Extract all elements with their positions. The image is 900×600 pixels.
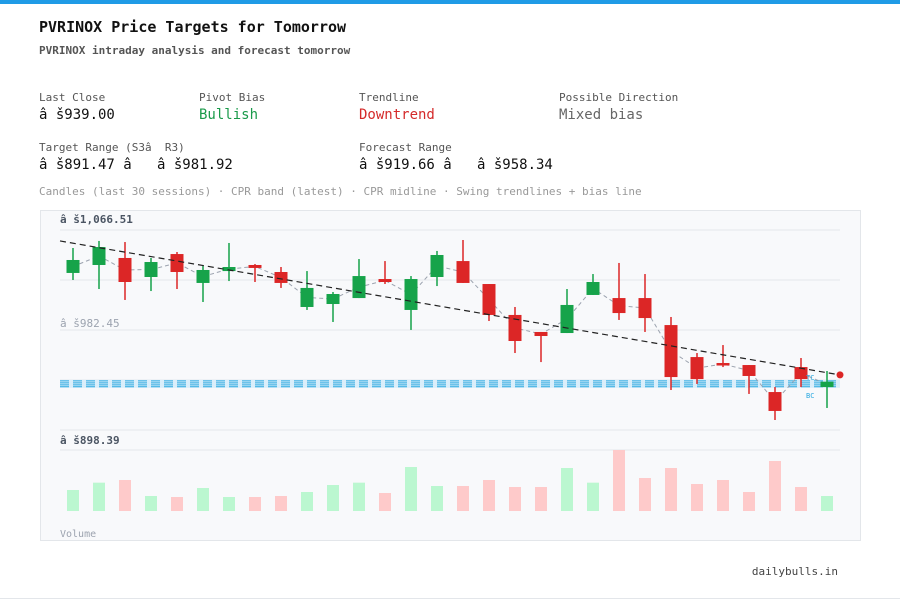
price-label-top: â š1,066.51	[60, 213, 133, 226]
top-accent-bar	[0, 0, 900, 4]
candle-body	[404, 279, 418, 310]
volume-bar	[821, 496, 833, 511]
candle-body	[612, 298, 626, 314]
candle-body	[586, 281, 600, 295]
candle-body	[716, 363, 730, 366]
candle-body	[534, 331, 548, 337]
volume-bar	[353, 482, 365, 511]
candle-body	[378, 279, 392, 282]
volume-bar	[587, 482, 599, 511]
candle-body	[430, 254, 444, 278]
volume-bar	[431, 486, 443, 511]
footer-site: dailybulls.in	[751, 565, 838, 578]
volume-bar	[119, 480, 131, 511]
candle-body	[690, 357, 704, 380]
candle-body	[196, 269, 210, 283]
candle-body	[66, 259, 80, 273]
volume-bar	[93, 482, 105, 511]
candle-body	[742, 365, 756, 376]
candle-body	[170, 254, 184, 273]
stat-target-range: Target Range (S3â R3) â š891.47 â â š981.…	[39, 140, 233, 174]
chart-legend: Candles (last 30 sessions) · CPR band (l…	[39, 185, 642, 198]
volume-bar	[691, 484, 703, 511]
bias-line	[59, 240, 841, 376]
volume-bar	[197, 488, 209, 511]
volume-bar	[457, 486, 469, 511]
stat-value: â š919.66 â â š958.34	[359, 157, 553, 173]
volume-bar	[613, 450, 625, 511]
page-title: PVRINOX Price Targets for Tomorrow	[39, 18, 347, 36]
candle-body	[456, 261, 470, 283]
candle-body	[664, 325, 678, 378]
candle-body	[560, 304, 574, 334]
stat-pivot-bias: Pivot Bias Bullish	[199, 90, 265, 124]
volume-bar	[275, 496, 287, 511]
stat-last-close: Last Close â š939.00	[39, 90, 115, 124]
volume-bar	[717, 480, 729, 511]
candle-body	[248, 264, 262, 268]
candle-body	[222, 267, 236, 272]
cpr-band	[60, 379, 840, 388]
page-subtitle: PVRINOX intraday analysis and forecast t…	[39, 44, 351, 57]
candle-body	[326, 294, 340, 305]
stat-value: Downtrend	[359, 107, 435, 123]
price-label-bottom: â š898.39	[60, 434, 120, 447]
volume-bar	[327, 485, 339, 511]
volume-bar	[301, 492, 313, 511]
candle-body	[300, 287, 314, 307]
candle-body	[482, 284, 496, 315]
volume-bar	[769, 461, 781, 511]
candle-body	[118, 257, 132, 282]
stat-label: Target Range (S3â R3)	[39, 141, 185, 154]
price-label-mid: â š982.45	[60, 317, 120, 330]
stat-value: â š939.00	[39, 107, 115, 123]
volume-bar	[665, 468, 677, 511]
volume-bar	[509, 487, 521, 511]
bias-endpoint-dot	[836, 371, 844, 379]
volume-bar	[561, 468, 573, 511]
bottom-divider	[0, 598, 900, 599]
candle-body	[638, 298, 652, 319]
cpr-bc-label: BC	[806, 392, 814, 400]
stat-possible-direction: Possible Direction Mixed bias	[559, 90, 678, 124]
volume-bar	[171, 497, 183, 511]
candle-body	[274, 272, 288, 283]
stat-label: Possible Direction	[559, 91, 679, 104]
volume-bar	[405, 467, 417, 511]
candle-body	[352, 276, 366, 299]
stat-label: Trendline	[359, 91, 419, 104]
candle-body	[92, 247, 106, 265]
candle-body	[794, 367, 808, 380]
volume-bar	[795, 487, 807, 511]
cpr-tc-label: TC	[806, 374, 814, 382]
volume-bar	[639, 478, 651, 511]
candlestick-chart: â š1,066.51 â š982.45 â š898.39 Volume T…	[59, 213, 844, 540]
candle-body	[144, 262, 158, 278]
volume-bar	[223, 497, 235, 511]
stat-value: Mixed bias	[559, 107, 644, 123]
volume-bar	[483, 480, 495, 511]
volume-bar	[145, 496, 157, 511]
volume-bar	[743, 492, 755, 511]
stat-label: Last Close	[39, 91, 106, 104]
candle-body	[820, 381, 834, 388]
volume-bar	[67, 490, 79, 511]
candle-body	[768, 392, 782, 411]
stat-forecast-range: Forecast Range â š919.66 â â š958.34	[359, 140, 553, 174]
stat-trendline: Trendline Downtrend	[359, 90, 435, 124]
volume-bar	[379, 493, 391, 511]
volume-label: Volume	[60, 529, 96, 540]
stat-value: Bullish	[199, 107, 259, 123]
stat-label: Forecast Range	[359, 141, 452, 154]
stat-label: Pivot Bias	[199, 91, 266, 104]
volume-bar	[535, 487, 547, 511]
candle-body	[508, 314, 522, 342]
volume-bar	[249, 497, 261, 511]
stat-value: â š891.47 â â š981.92	[39, 157, 233, 173]
